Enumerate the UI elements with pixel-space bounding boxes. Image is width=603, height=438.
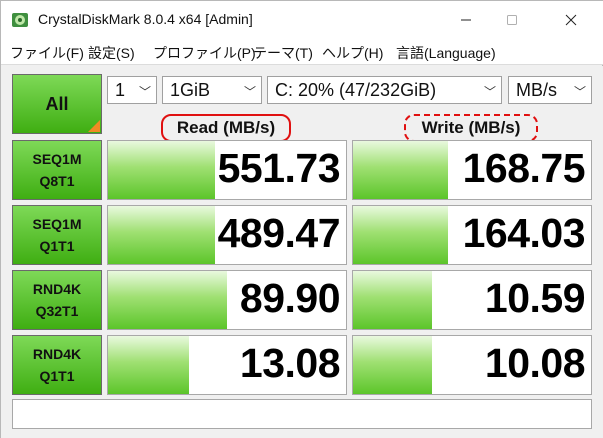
write-progress-bar (353, 141, 449, 199)
test-params: Q1T1 (39, 238, 75, 254)
write-value: 10.08 (484, 340, 586, 386)
maximize-icon (507, 15, 517, 25)
test-name: SEQ1M (32, 216, 82, 232)
read-result-cell: 89.90 (107, 270, 347, 330)
unit-value: MB/s (516, 80, 558, 100)
read-progress-bar (108, 271, 227, 329)
read-result-cell: 551.73 (107, 140, 347, 200)
read-value: 551.73 (217, 145, 341, 191)
read-progress-bar (108, 336, 189, 394)
write-value: 10.59 (484, 275, 586, 321)
chevron-down-icon: ﹀ (483, 85, 496, 99)
test-button-rnd4k-q1t1[interactable]: RND4K Q1T1 (12, 335, 102, 395)
menu-profile[interactable]: プロファイル(P) (153, 45, 256, 61)
close-icon (565, 14, 577, 26)
all-button[interactable]: All (12, 74, 102, 134)
chevron-down-icon: ﹀ (138, 85, 151, 99)
benchmark-panel: All 1 ﹀ 1GiB ﹀ C: 20% (47/232GiB) ﹀ MB/s… (1, 66, 603, 438)
test-params: Q32T1 (35, 303, 79, 319)
menu-file[interactable]: ファイル(F) (10, 45, 84, 61)
test-params: Q1T1 (39, 368, 75, 384)
unit-select[interactable]: MB/s ﹀ (508, 76, 592, 104)
write-result-cell: 10.08 (352, 335, 592, 395)
read-result-cell: 13.08 (107, 335, 347, 395)
write-result-cell: 168.75 (352, 140, 592, 200)
chevron-down-icon: ﹀ (243, 85, 256, 99)
minimize-button[interactable] (443, 1, 489, 39)
write-result-cell: 164.03 (352, 205, 592, 265)
size-select[interactable]: 1GiB ﹀ (162, 76, 262, 104)
read-value: 489.47 (217, 210, 341, 256)
size-value: 1GiB (170, 80, 211, 100)
write-value: 168.75 (462, 145, 586, 191)
count-value: 1 (115, 80, 126, 100)
read-value: 89.90 (239, 275, 341, 321)
drive-value: C: 20% (47/232GiB) (275, 80, 437, 100)
close-button[interactable] (548, 1, 594, 39)
write-progress-bar (353, 206, 449, 264)
write-value: 164.03 (462, 210, 586, 256)
window-title: CrystalDiskMark 8.0.4 x64 [Admin] (38, 11, 253, 27)
menu-settings[interactable]: 設定(S) (88, 45, 135, 61)
menu-language[interactable]: 言語(Language) (396, 45, 496, 61)
write-progress-bar (353, 271, 432, 329)
count-select[interactable]: 1 ﹀ (107, 76, 157, 104)
menu-bar: ファイル(F) 設定(S) プロファイル(P) テーマ(T) ヘルプ(H) 言語… (1, 39, 603, 65)
read-progress-bar (108, 141, 216, 199)
read-value: 13.08 (239, 340, 341, 386)
read-column-header: Read (MB/s) (161, 114, 291, 142)
write-column-header: Write (MB/s) (404, 114, 538, 142)
title-bar: CrystalDiskMark 8.0.4 x64 [Admin] (1, 1, 603, 39)
test-button-seq1m-q8t1[interactable]: SEQ1M Q8T1 (12, 140, 102, 200)
test-name: RND4K (32, 346, 82, 362)
chevron-down-icon: ﹀ (573, 85, 586, 99)
menu-help[interactable]: ヘルプ(H) (322, 45, 384, 61)
test-name: RND4K (32, 281, 82, 297)
test-params: Q8T1 (39, 173, 75, 189)
app-icon (12, 13, 28, 27)
read-progress-bar (108, 206, 216, 264)
comment-field[interactable] (12, 399, 592, 429)
menu-theme[interactable]: テーマ(T) (253, 45, 313, 61)
minimize-icon (461, 19, 471, 21)
write-result-cell: 10.59 (352, 270, 592, 330)
read-result-cell: 489.47 (107, 205, 347, 265)
drive-select[interactable]: C: 20% (47/232GiB) ﹀ (267, 76, 502, 104)
test-button-rnd4k-q32t1[interactable]: RND4K Q32T1 (12, 270, 102, 330)
maximize-button[interactable] (489, 1, 535, 39)
test-name: SEQ1M (32, 151, 82, 167)
all-button-label: All (45, 93, 69, 114)
corner-marker-icon (88, 120, 100, 132)
test-button-seq1m-q1t1[interactable]: SEQ1M Q1T1 (12, 205, 102, 265)
write-progress-bar (353, 336, 432, 394)
